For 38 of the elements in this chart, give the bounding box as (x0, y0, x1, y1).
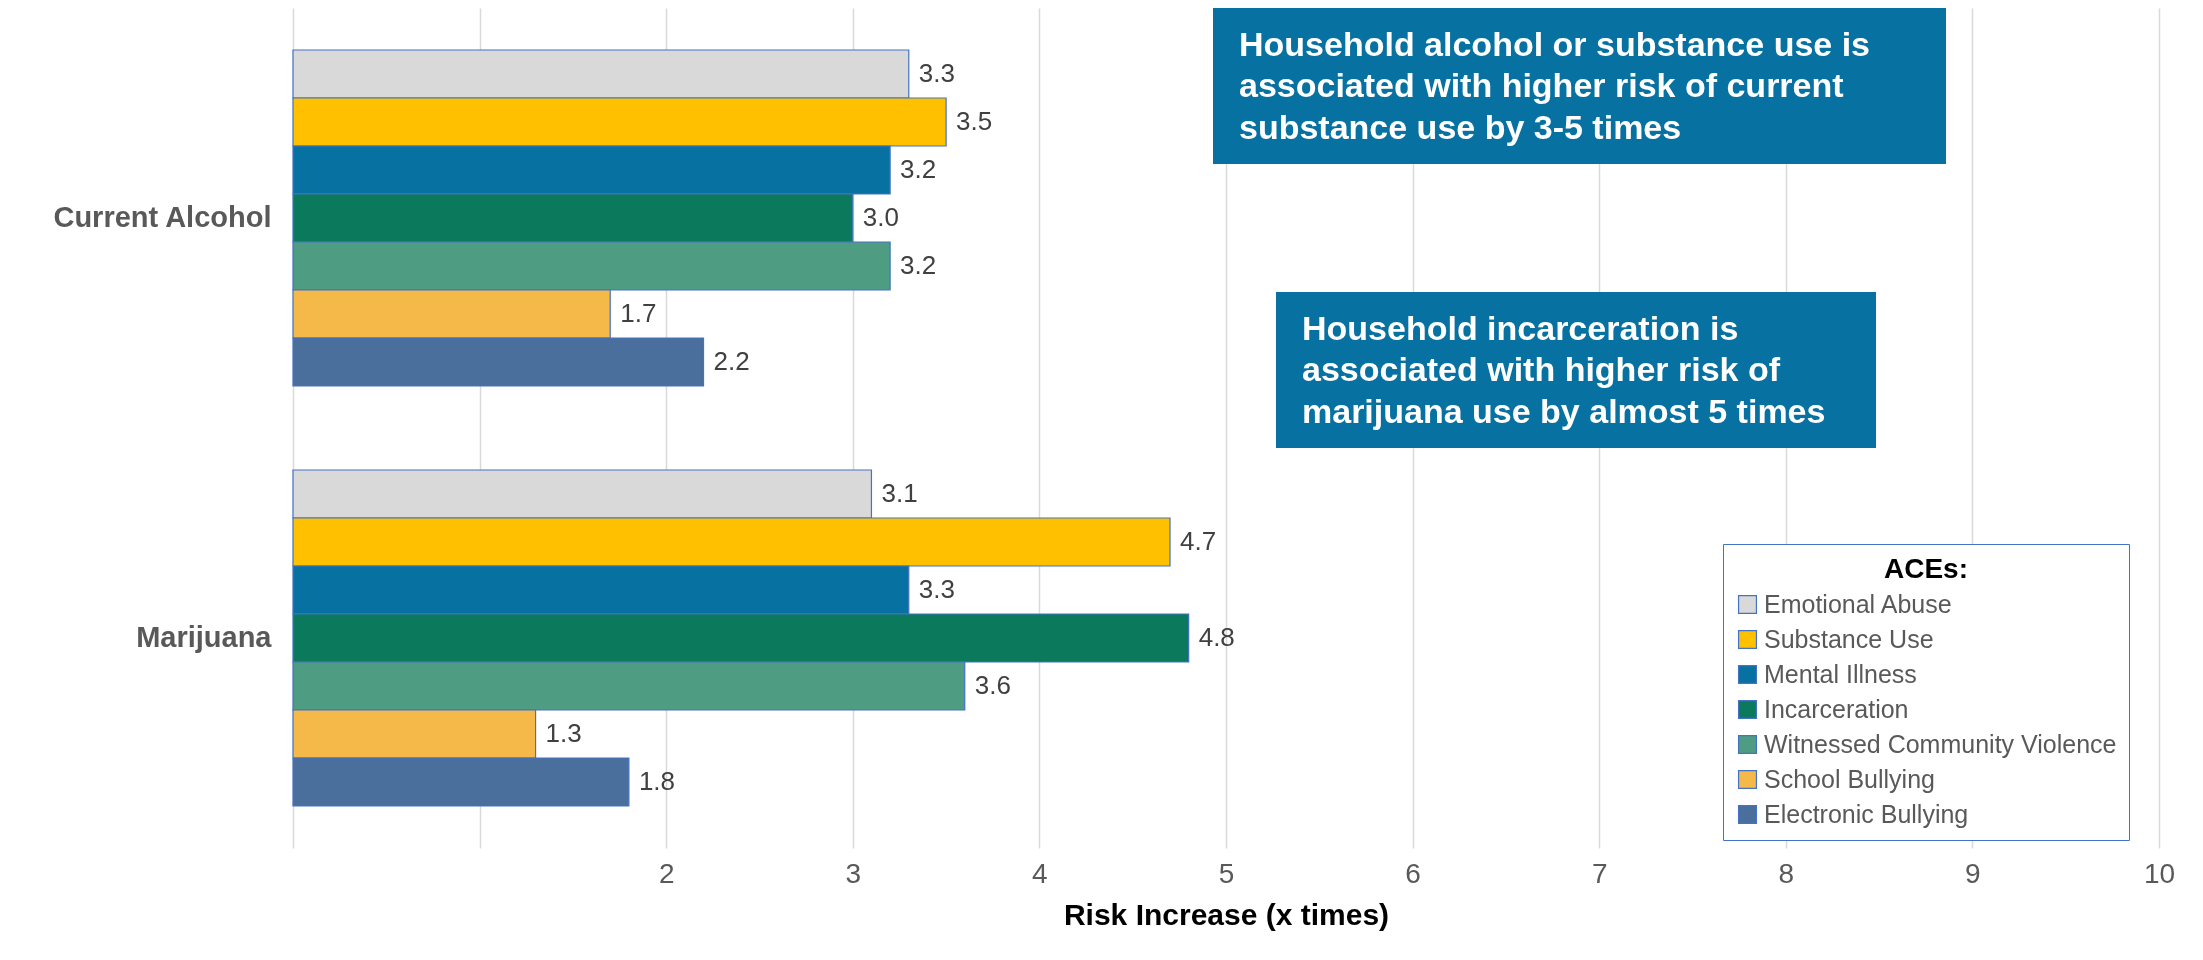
x-tick-label: 7 (1591, 857, 1608, 889)
legend-label: Electronic Bullying (1764, 799, 1969, 828)
legend-label: Emotional Abuse (1764, 589, 1952, 618)
y-tick-label: Marijuana (136, 621, 273, 653)
x-tick-label: 5 (1218, 857, 1235, 889)
data-label: 1.8 (638, 766, 676, 796)
x-axis-title: Risk Increase (x times) (1063, 897, 1390, 931)
data-label: 1.7 (620, 298, 657, 328)
data-label: 1.3 (545, 718, 582, 748)
legend-label: Substance Use (1764, 624, 1934, 653)
data-label: 2.2 (713, 346, 750, 376)
legend-title: ACEs: (1883, 553, 1969, 584)
callout-box: Household incarceration is associated with higher risk of marijuana use by almost 5 times (1276, 292, 1876, 449)
data-label: 3.3 (918, 58, 955, 88)
x-tick-label: 6 (1405, 857, 1421, 889)
annotation: Household alcohol or substance use is associated with higher risk of current substance use by 3-5 times (1239, 25, 1871, 146)
legend-label: Mental Illness (1764, 659, 1917, 688)
data-label: 3.5 (956, 106, 993, 136)
legend-label: Witnessed Community Violence (1764, 729, 2117, 758)
data-label: 3.2 (900, 154, 937, 184)
x-tick-label: 9 (1965, 857, 1981, 889)
x-tick-label: 4 (1032, 857, 1048, 889)
legend-label: Incarceration (1764, 694, 1909, 723)
legend-label: School Bullying (1764, 764, 1935, 793)
data-label: 3.2 (900, 250, 937, 280)
annotation: Household incarceration is associated with higher risk of marijuana use by almost 5 times (1302, 309, 1826, 430)
y-tick-label: Current Alcohol (53, 201, 272, 233)
x-tick-label: 3 (845, 857, 862, 889)
x-tick-label: 2 (658, 857, 675, 889)
x-tick-label: 8 (1778, 857, 1795, 889)
callout-box: Household alcohol or substance use is associated with higher risk of current substance use by 3-5 times (1213, 8, 1946, 165)
data-label: 4.7 (1180, 526, 1217, 556)
data-label: 4.8 (1198, 622, 1235, 652)
data-label: 3.1 (881, 478, 918, 508)
data-label: 3.6 (974, 670, 1011, 700)
x-tick-label: 10 (2143, 857, 2176, 889)
data-label: 3.3 (918, 574, 955, 604)
data-label: 3.0 (862, 202, 899, 232)
